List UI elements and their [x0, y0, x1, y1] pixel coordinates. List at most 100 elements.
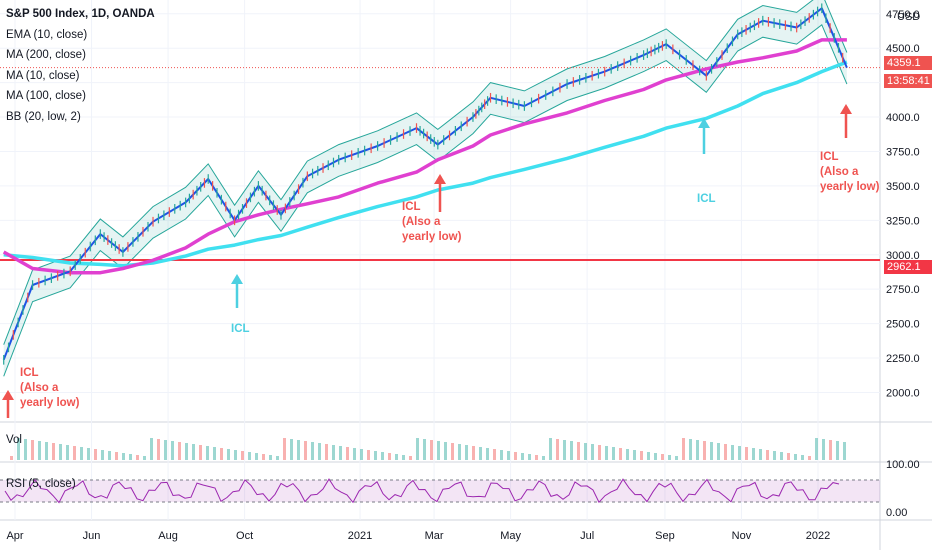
volume-bar-70 — [500, 450, 503, 460]
x-tick-label-7: Jul — [580, 530, 594, 542]
volume-bar-71 — [507, 451, 510, 460]
volume-bar-32 — [234, 450, 237, 460]
volume-bar-8 — [66, 445, 69, 460]
annotation-arrow-head-3 — [434, 174, 446, 184]
volume-bar-83 — [591, 444, 594, 460]
volume-bar-11 — [87, 448, 90, 460]
volume-bar-92 — [654, 453, 657, 460]
y-tick-label-8: 2750.0 — [886, 284, 920, 296]
rsi-panel-label: RSI (5, close) — [6, 478, 76, 490]
x-tick-label-10: 2022 — [806, 530, 830, 542]
volume-bar-99 — [703, 441, 706, 460]
y-tick-label-10: 2250.0 — [886, 353, 920, 365]
volume-bar-29 — [213, 447, 216, 460]
annotation-icl-5: ICL (Also a yearly low) — [820, 151, 880, 193]
volume-bar-66 — [472, 446, 475, 460]
volume-bar-7 — [59, 444, 62, 460]
volume-bar-111 — [787, 453, 790, 460]
x-tick-label-5: Mar — [425, 530, 444, 542]
volume-bar-20 — [150, 438, 153, 460]
volume-bar-117 — [829, 440, 832, 460]
volume-bar-116 — [822, 439, 825, 460]
volume-bar-24 — [178, 442, 181, 460]
volume-bar-36 — [262, 454, 265, 460]
legend-title: S&P 500 Index, 1D, OANDA — [6, 8, 155, 20]
volume-bar-53 — [381, 452, 384, 460]
volume-bar-30 — [220, 448, 223, 460]
volume-bar-69 — [493, 449, 496, 460]
volume-bar-68 — [486, 448, 489, 460]
volume-bar-9 — [73, 446, 76, 460]
level-price-tag: 2962.1 — [884, 260, 932, 274]
volume-bar-107 — [759, 449, 762, 460]
volume-bar-86 — [612, 447, 615, 460]
volume-bar-17 — [129, 454, 132, 460]
volume-bar-113 — [801, 455, 804, 460]
volume-bar-104 — [738, 446, 741, 460]
volume-bar-79 — [563, 440, 566, 460]
y-tick-label-4: 3750.0 — [886, 146, 920, 158]
volume-bar-1 — [17, 438, 20, 460]
volume-bar-98 — [696, 440, 699, 460]
legend-ma100: MA (100, close) — [6, 90, 86, 102]
volume-bar-56 — [402, 455, 405, 460]
y-tick-label-7: 3000.0 — [886, 250, 920, 262]
volume-bar-61 — [437, 441, 440, 460]
volume-bar-38 — [276, 456, 279, 460]
volume-bar-75 — [535, 455, 538, 460]
annotation-icl-3: ICL (Also a yearly low) — [402, 201, 462, 243]
y-tick-label-6: 3250.0 — [886, 215, 920, 227]
volume-bar-45 — [325, 444, 328, 460]
volume-bar-93 — [661, 454, 664, 460]
volume-bar-105 — [745, 447, 748, 460]
volume-bar-27 — [199, 445, 202, 460]
countdown-tag: 13:58:41 — [884, 74, 932, 88]
bollinger-band-upper — [3, 0, 848, 345]
volume-bar-74 — [528, 454, 531, 460]
annotation-icl-2: ICL — [231, 323, 250, 335]
rsi-tick-100: 100.00 — [886, 459, 920, 471]
y-tick-label-5: 3500.0 — [886, 181, 920, 193]
volume-bar-42 — [304, 441, 307, 460]
rsi-tick-0: 0.00 — [886, 507, 908, 519]
legend-ma10: MA (10, close) — [6, 69, 80, 82]
volume-bar-22 — [164, 440, 167, 460]
volume-bar-43 — [311, 442, 314, 460]
volume-bar-49 — [353, 448, 356, 460]
volume-bar-35 — [255, 453, 258, 460]
y-tick-label-1: 4500.0 — [886, 43, 920, 55]
x-tick-label-3: Oct — [236, 530, 253, 542]
volume-bar-6 — [52, 443, 55, 460]
volume-bar-12 — [94, 449, 97, 460]
volume-bar-10 — [80, 447, 83, 460]
volume-bar-33 — [241, 451, 244, 460]
volume-bar-67 — [479, 447, 482, 460]
volume-bar-23 — [171, 441, 174, 460]
volume-bar-51 — [367, 450, 370, 460]
volume-bar-118 — [836, 441, 839, 460]
volume-bar-72 — [514, 452, 517, 460]
volume-bar-39 — [283, 438, 286, 460]
volume-bar-119 — [843, 442, 846, 460]
volume-bar-2 — [24, 439, 27, 460]
legend-ma200: MA (200, close) — [6, 49, 86, 61]
legend-bb: BB (20, low, 2) — [6, 110, 81, 123]
volume-bar-18 — [136, 455, 139, 460]
volume-bar-52 — [374, 451, 377, 460]
volume-bar-58 — [416, 438, 419, 460]
volume-bar-112 — [794, 454, 797, 460]
volume-bar-97 — [689, 439, 692, 460]
volume-bar-5 — [45, 442, 48, 460]
volume-bar-59 — [423, 439, 426, 460]
volume-bar-4 — [38, 441, 41, 460]
annotation-arrow-head-2 — [231, 274, 243, 284]
annotation-icl-1: ICL (Also a yearly low) — [20, 367, 80, 409]
volume-bar-25 — [185, 443, 188, 460]
volume-bar-0 — [10, 456, 13, 460]
volume-bar-88 — [626, 449, 629, 460]
volume-bar-76 — [542, 456, 545, 460]
volume-bar-14 — [108, 451, 111, 460]
volume-bar-96 — [682, 438, 685, 460]
volume-bar-87 — [619, 448, 622, 460]
